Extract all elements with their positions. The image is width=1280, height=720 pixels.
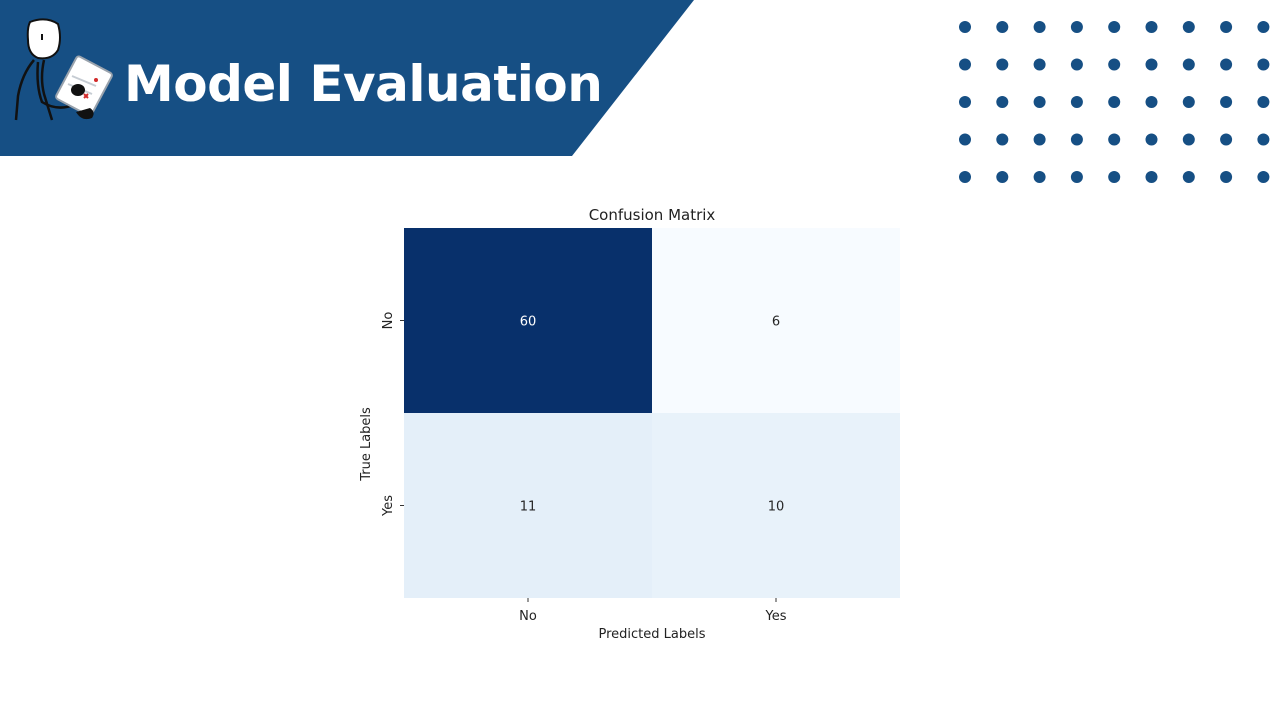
decoration-dot xyxy=(959,58,971,71)
decoration-dot xyxy=(1145,171,1158,183)
decoration-dot xyxy=(996,171,1009,183)
confusion-matrix-chart: Confusion Matrix 60 6 11 10 No Yes No Yes Pre… xyxy=(359,206,900,642)
heatmap-cells xyxy=(404,228,900,598)
decoration-dot xyxy=(1257,96,1270,108)
decoration-dot xyxy=(959,21,971,33)
x-axis-label: Predicted Labels xyxy=(598,627,705,642)
decoration-dot xyxy=(959,171,971,183)
decoration-dot xyxy=(1108,58,1121,71)
heatmap-cell xyxy=(404,228,652,413)
decoration-dot xyxy=(1257,21,1270,33)
y-tick-label: No xyxy=(381,312,396,330)
heatmap-cell xyxy=(652,228,900,413)
decoration-dot xyxy=(1033,171,1046,183)
cell-value-label: 60 xyxy=(520,315,537,330)
decoration-dot xyxy=(1070,21,1083,33)
decoration-dot xyxy=(1220,171,1233,183)
decoration-dot xyxy=(1220,133,1233,146)
x-tick-label: Yes xyxy=(765,609,787,624)
decoration-dot xyxy=(1070,96,1083,108)
decoration-dot xyxy=(1182,171,1195,183)
title-banner xyxy=(0,0,694,156)
decoration-dot xyxy=(1108,96,1121,108)
decoration-dot xyxy=(1145,21,1158,33)
decoration-dot xyxy=(1033,58,1046,71)
decoration-dot xyxy=(1145,96,1158,108)
cell-value-label: 10 xyxy=(768,500,785,515)
x-axis-ticks: No Yes xyxy=(519,598,787,624)
decoration-dot xyxy=(1033,96,1046,108)
decoration-dot xyxy=(1182,133,1195,146)
heatmap-annotations: 60 6 11 10 xyxy=(520,315,785,515)
decoration-dot xyxy=(1182,96,1195,108)
cell-value-label: 6 xyxy=(772,315,780,330)
y-tick-label: Yes xyxy=(381,495,396,517)
decoration-dot xyxy=(1220,96,1233,108)
y-axis-label: True Labels xyxy=(359,407,374,482)
decoration-dot xyxy=(1033,21,1046,33)
person-with-clipboard-icon xyxy=(14,18,113,121)
decoration-dot xyxy=(1182,21,1195,33)
decoration-dot xyxy=(1145,58,1158,71)
decoration-dot xyxy=(1070,133,1083,146)
decoration-dot xyxy=(996,58,1009,71)
decoration-dot xyxy=(1108,171,1121,183)
decoration-dot xyxy=(996,96,1009,108)
banner-shape xyxy=(0,0,694,156)
decoration-dot xyxy=(1220,21,1233,33)
decoration-dot xyxy=(1070,171,1083,183)
y-axis-ticks: No Yes xyxy=(381,312,404,517)
decoration-dot xyxy=(1145,133,1158,146)
decoration-dot xyxy=(1070,58,1083,71)
decoration-dot xyxy=(1257,133,1270,146)
x-tick-label: No xyxy=(519,609,537,624)
decoration-dot xyxy=(1182,58,1195,71)
decoration-dot xyxy=(1257,171,1270,183)
decoration-dot xyxy=(959,96,971,108)
decoration-dot xyxy=(1257,58,1270,71)
decoration-dot xyxy=(996,21,1009,33)
decoration-dot xyxy=(959,133,971,146)
decoration-dot xyxy=(996,133,1009,146)
decoration-dot xyxy=(1033,133,1046,146)
heatmap-cell xyxy=(652,413,900,598)
decoration-dot xyxy=(1108,21,1121,33)
cell-value-label: 11 xyxy=(520,500,537,515)
dot-grid-decoration xyxy=(959,21,1270,183)
decoration-dot xyxy=(1108,133,1121,146)
chart-title: Confusion Matrix xyxy=(589,206,716,224)
heatmap-cell xyxy=(404,413,652,598)
decoration-dot xyxy=(1220,58,1233,71)
page-title: Model Evaluation xyxy=(124,55,603,113)
